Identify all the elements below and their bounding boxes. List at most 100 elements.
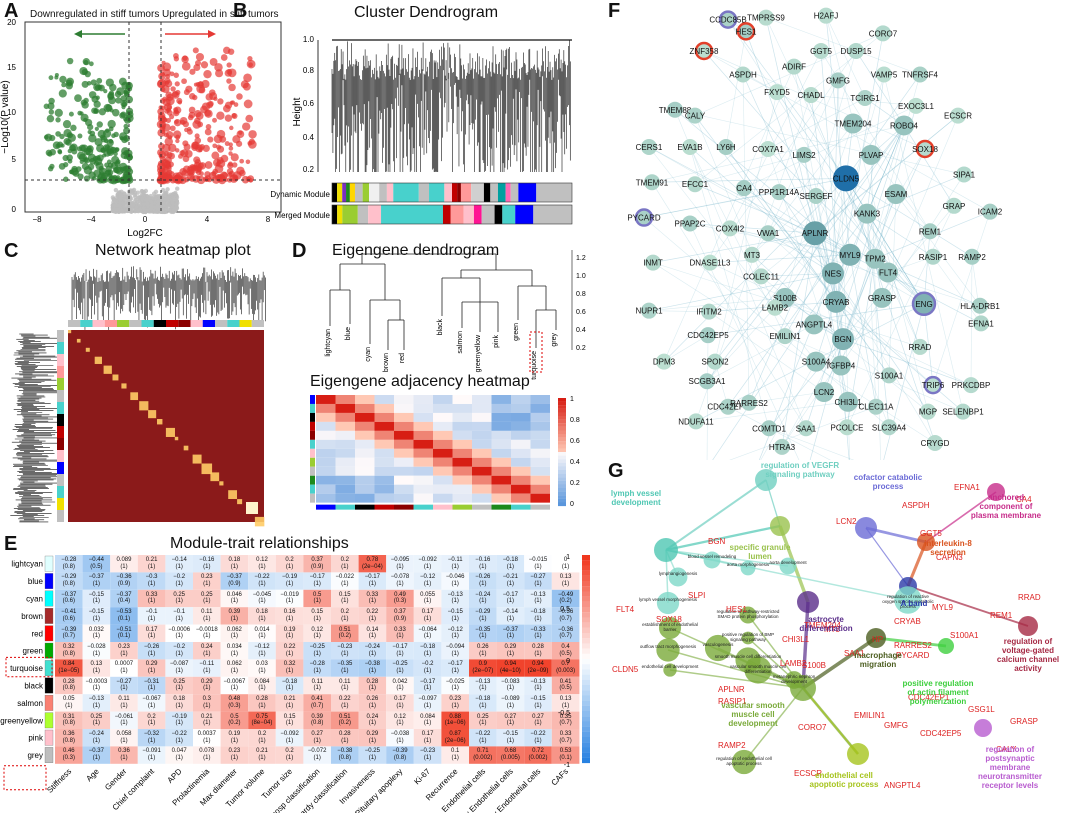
module-trait-cell: [441, 624, 469, 642]
module-trait-cell: [496, 676, 525, 695]
module-trait-cell-label: −0.25 (1): [392, 661, 408, 674]
up-point: [198, 86, 206, 94]
down-point: [83, 175, 91, 182]
module-trait-cell: [248, 711, 276, 729]
adjacency-cell: [530, 475, 550, 485]
scale-step: [558, 444, 566, 449]
adjacency-cell: [433, 466, 453, 476]
down-point: [104, 162, 110, 168]
down-point: [48, 97, 55, 105]
trait-scale-step: [582, 633, 590, 639]
ppi-node: [876, 66, 892, 83]
ns-point: [170, 199, 175, 205]
ppi-node-label: EMILIN1: [769, 332, 801, 341]
module-trait-cell: [303, 624, 331, 642]
module-trait-cell-label: −0.064 (1): [418, 626, 437, 640]
adjacency-cell: [452, 457, 472, 467]
ppi-node: [822, 262, 844, 285]
network-heatmap-title: Network heatmap plot: [95, 242, 251, 259]
module-trait-cell-label: −0.067 (1): [142, 696, 161, 709]
up-point: [170, 86, 176, 92]
ppi-edge: [805, 125, 905, 429]
scale-step: [558, 419, 566, 424]
module-trait-cell: [137, 589, 166, 608]
module-trait-cell-label: −0.37 (0.4): [116, 591, 132, 605]
down-point: [66, 57, 74, 65]
module-color-segment: [515, 205, 534, 224]
eigengene-panel: Eigengene dendrogram Eigengene adjacency…: [290, 240, 600, 530]
up-point: [174, 81, 180, 87]
module-trait-cell: [441, 659, 469, 677]
ppi-edge: [767, 148, 925, 305]
up-point: [220, 54, 228, 61]
ppi-node: [760, 225, 776, 242]
ppi-node-label: BGN: [834, 335, 852, 344]
ppi-node-label: TMEM204: [835, 119, 872, 128]
down-point: [94, 84, 101, 91]
module-trait-cell: [469, 676, 497, 695]
adjacency-cell: [511, 395, 531, 404]
top-color-segment: [117, 320, 130, 327]
module-trait-cell-label: −0.087 (1): [169, 661, 189, 674]
module-trait-cell-label: 0.37 (0.9): [311, 557, 324, 570]
ppi-edge: [743, 105, 917, 189]
module-trait-cell-label: −0.14 (1): [502, 609, 518, 622]
module-color-segment: [450, 205, 464, 224]
panel-label-d: D: [292, 240, 307, 262]
scale-tick: 0.6: [570, 438, 580, 445]
module-color-segment: [332, 205, 338, 224]
module-trait-cell: [220, 642, 249, 660]
module-color-segment: [502, 205, 516, 224]
scale-step: [558, 423, 566, 427]
module-trait-cell-label: −0.41 (0.6): [61, 609, 77, 622]
enrichment-term-label: vascular smooth muscle cell development: [721, 701, 785, 728]
adjacency-cell: [413, 412, 433, 422]
left-color-segment: [57, 486, 64, 498]
adjacency-cell: [433, 412, 453, 422]
ppi-edge: [748, 178, 847, 403]
module-trait-cell-label: 0.7 (0.003): [556, 661, 576, 674]
ppi-edge: [648, 146, 925, 305]
adjacency-row-color: [310, 484, 315, 494]
up-point: [205, 124, 212, 130]
ppi-node-label: S100A4: [802, 358, 831, 367]
down-point: [103, 138, 109, 144]
left-dendrogram: [10, 333, 63, 523]
down-point: [43, 134, 49, 140]
diag-block: [246, 502, 258, 514]
ppi-edge: [813, 74, 885, 325]
module-trait-cell-label: 0.11 (1): [311, 678, 323, 692]
adjacency-cell: [472, 484, 492, 494]
adjacency-col-color: [530, 504, 550, 510]
down-point: [59, 133, 65, 140]
module-trait-cell: [248, 589, 276, 608]
down-point: [54, 75, 59, 80]
adjacency-cell: [433, 430, 453, 440]
enrichment-edge: [665, 549, 789, 567]
ppi-node-label: DNASE1L3: [690, 259, 731, 268]
ppi-node: [808, 188, 824, 204]
down-point: [87, 129, 92, 135]
up-point: [158, 72, 166, 81]
ppi-edge: [651, 125, 905, 183]
ns-point: [153, 196, 158, 201]
module-trait-cell: [413, 572, 442, 590]
up-point: [174, 119, 179, 124]
adjacency-cell: [394, 403, 414, 413]
ppi-edge: [781, 233, 816, 447]
ppi-edge: [767, 233, 934, 386]
up-point: [163, 160, 171, 168]
trait-column-label: CAFs: [550, 767, 571, 788]
module-trait-cell: [496, 694, 525, 712]
module-trait-cell: [524, 694, 552, 712]
down-point: [97, 129, 106, 139]
scale-step: [558, 408, 566, 413]
module-trait-cell: [220, 555, 249, 573]
scale-tick: 0.2: [570, 480, 580, 487]
ppi-node-label: CORO7: [869, 29, 898, 38]
down-point: [49, 134, 56, 142]
module-row-swatch: [44, 695, 54, 711]
ppi-node-label: FLT4: [879, 268, 898, 277]
ppi-edge: [768, 338, 844, 429]
down-point: [82, 58, 90, 66]
